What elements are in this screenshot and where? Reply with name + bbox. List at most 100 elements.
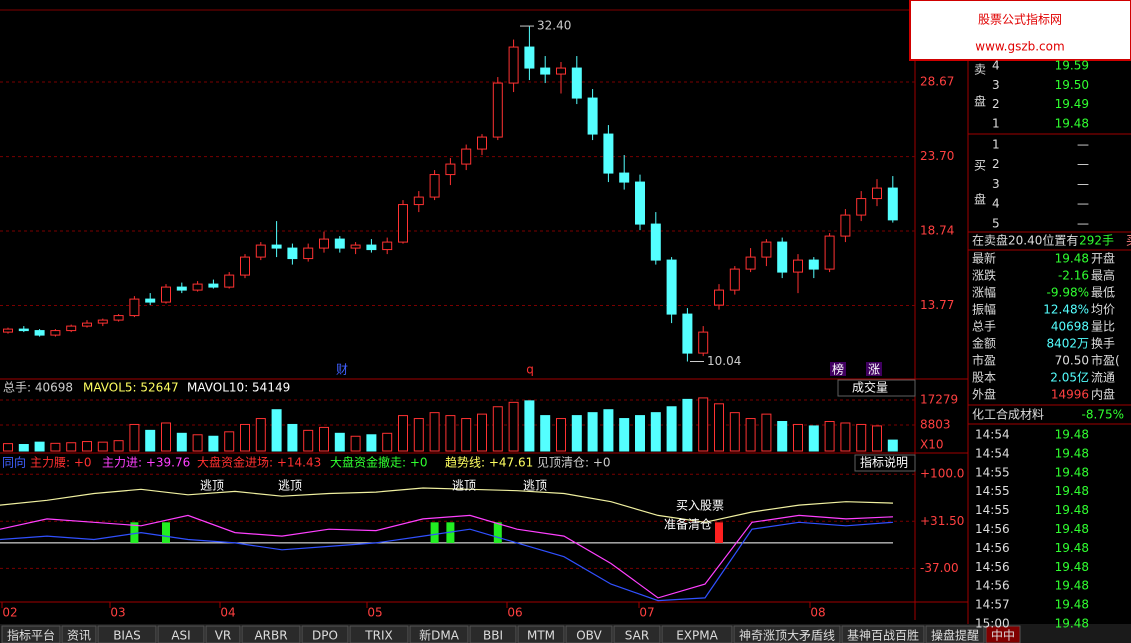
indicator-button[interactable]: [854, 454, 916, 472]
volume-bar: [129, 423, 140, 452]
volume-bar: [745, 418, 756, 452]
tab[interactable]: [661, 625, 733, 643]
stat-label: 最新: [972, 251, 996, 266]
candle-body: [761, 241, 772, 258]
tab-label[interactable]: ASI: [171, 629, 190, 643]
stat-label: 涨跌: [972, 268, 996, 283]
indicator-annotation: 逃顶: [523, 479, 547, 493]
order-qty: 292手: [1079, 234, 1114, 248]
tab[interactable]: [241, 625, 301, 643]
tab[interactable]: [985, 625, 1021, 643]
x-tick-label: 05: [367, 606, 382, 620]
tab-label[interactable]: 操盘提醒: [931, 628, 979, 643]
volume-bar: [587, 412, 598, 452]
volume-bar: [208, 435, 219, 452]
tab[interactable]: [301, 625, 349, 643]
stat-value: 40698: [1051, 320, 1089, 334]
bid-level: 3: [992, 177, 1000, 191]
candle-body: [287, 247, 298, 260]
y-tick-label: +100.0: [920, 467, 964, 481]
event-marker[interactable]: q: [526, 363, 534, 377]
tab-label[interactable]: 资讯: [67, 629, 91, 643]
indicator-line: [0, 487, 894, 523]
indicator-header: 主力腰: +0: [30, 456, 92, 470]
candle-body: [508, 46, 519, 84]
bid-price: —: [1077, 197, 1089, 211]
volume-bar: [224, 431, 235, 452]
tab[interactable]: [469, 625, 517, 643]
tab-label[interactable]: TRIX: [364, 629, 392, 643]
tab[interactable]: [613, 625, 661, 643]
candle-body: [34, 330, 45, 336]
side-label: 买: [974, 159, 986, 173]
tab-label[interactable]: DPO: [312, 629, 338, 643]
tab-label[interactable]: ARBR: [254, 629, 287, 643]
tab-label[interactable]: 新DMA: [419, 628, 460, 643]
tab[interactable]: [925, 625, 985, 643]
tick-price: 19.48: [1055, 503, 1089, 517]
volume-button[interactable]: [837, 379, 916, 397]
tab-label[interactable]: MTM: [527, 629, 555, 643]
candle-body: [413, 196, 424, 206]
tab-label[interactable]: OBV: [576, 629, 602, 643]
event-marker[interactable]: 涨: [868, 362, 880, 377]
volume-button-label[interactable]: 成交量: [852, 380, 888, 395]
tab-label[interactable]: 中中: [991, 628, 1015, 643]
watermark-title: 股票公式指标网: [978, 12, 1062, 27]
sector-change: -8.75%: [1082, 408, 1124, 422]
candle-body: [18, 328, 29, 332]
volume-bar: [524, 400, 535, 452]
volume-bar: [682, 398, 693, 452]
tick-price: 19.48: [1055, 484, 1089, 498]
tab-label[interactable]: 基神百战百胜: [847, 628, 919, 643]
candle-body: [461, 148, 472, 165]
candle-body: [793, 259, 803, 273]
tab-label[interactable]: 指标平台: [7, 628, 55, 643]
stat-label: 总手: [972, 320, 996, 334]
tick-price: 19.48: [1055, 560, 1089, 574]
volume-bar: [50, 442, 61, 452]
stat-label: 市盈: [972, 353, 996, 368]
tab-label[interactable]: EXPMA: [676, 629, 718, 643]
candle-body: [777, 241, 788, 273]
tab[interactable]: [1, 625, 61, 643]
tab-label[interactable]: VR: [215, 629, 232, 643]
tab-label[interactable]: 神奇涨顶大矛盾线: [739, 628, 835, 643]
tab[interactable]: [157, 625, 205, 643]
volume-bar: [777, 421, 788, 452]
event-marker[interactable]: 榜: [832, 362, 844, 377]
indicator-button-label[interactable]: 指标说明: [860, 455, 908, 470]
volume-bar: [34, 441, 45, 452]
tick-time: 14:56: [975, 560, 1010, 574]
tick-time: 14:56: [975, 541, 1010, 555]
tab[interactable]: [97, 625, 157, 643]
volume-bar: [334, 432, 345, 452]
candle-body: [334, 238, 345, 249]
marker-box: [866, 362, 882, 376]
tab-label[interactable]: BIAS: [113, 629, 141, 643]
tab-label[interactable]: SAR: [625, 629, 649, 643]
tab[interactable]: [517, 625, 565, 643]
candle-body: [429, 174, 440, 198]
volume-bar: [192, 434, 203, 452]
candle-body: [887, 187, 898, 221]
tick-price: 19.48: [1055, 598, 1089, 612]
volume-header: MAVOL5: 52647: [83, 381, 179, 395]
tab[interactable]: [349, 625, 409, 643]
tab[interactable]: [841, 625, 925, 643]
tab-label[interactable]: BBI: [483, 629, 503, 643]
candle-body: [224, 274, 235, 288]
order-note: 在卖盘20.40位置有: [972, 233, 1078, 248]
tab[interactable]: [409, 625, 469, 643]
candle-body: [66, 325, 77, 332]
tab[interactable]: [61, 625, 97, 643]
candle-body: [650, 223, 661, 261]
tab[interactable]: [205, 625, 241, 643]
candle-body: [856, 198, 867, 216]
event-marker[interactable]: 财: [336, 363, 348, 377]
tab[interactable]: [565, 625, 613, 643]
side-label: 盘: [974, 192, 986, 207]
candle-body: [303, 247, 314, 260]
tab[interactable]: [733, 625, 841, 643]
candle-body: [382, 241, 393, 251]
